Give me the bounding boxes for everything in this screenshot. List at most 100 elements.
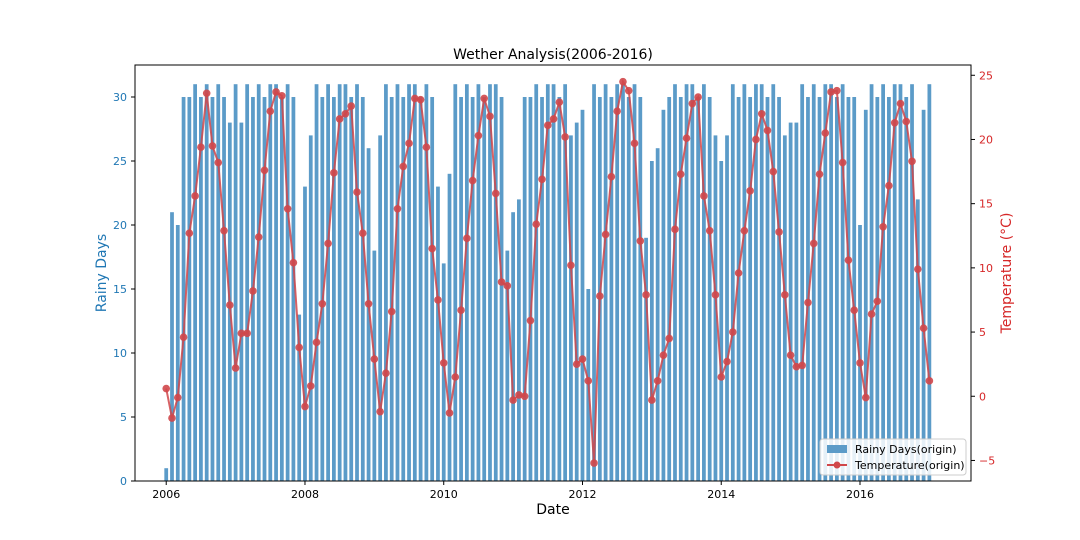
bar (245, 84, 250, 481)
bar (256, 84, 261, 481)
bar (580, 109, 585, 482)
bar (754, 84, 758, 481)
bar (199, 97, 203, 481)
bar (274, 84, 278, 481)
bar (690, 84, 695, 481)
x-tick-label: 2006 (152, 488, 180, 501)
bar (707, 97, 712, 481)
x-tick-label: 2014 (707, 488, 735, 501)
temperature-point (538, 175, 546, 184)
bar (649, 161, 654, 481)
x-tick-label: 2010 (430, 488, 458, 501)
bar (644, 237, 648, 481)
temperature-point (757, 109, 766, 118)
temperature-point (214, 158, 223, 167)
bar (626, 97, 631, 481)
y-right-tick-label: 25 (979, 69, 993, 82)
temperature-point (468, 176, 477, 185)
temperature-point (572, 360, 581, 368)
bar (476, 84, 481, 481)
temperature-point (231, 364, 240, 372)
bar (794, 122, 799, 481)
temperature-point (226, 301, 234, 309)
bar (528, 97, 533, 481)
temperature-point (532, 220, 541, 229)
bar (412, 84, 417, 481)
bar (355, 84, 359, 481)
temperature-point (486, 112, 494, 121)
temperature-point (358, 229, 367, 237)
bar (430, 97, 435, 481)
legend-marker-swatch (833, 461, 841, 469)
bar (418, 97, 423, 481)
temperature-point (393, 205, 402, 213)
bar (800, 84, 805, 481)
temperature-point (804, 298, 812, 307)
temperature-point (809, 239, 818, 248)
bar (320, 97, 325, 481)
temperature-point (457, 306, 465, 315)
temperature-point (451, 373, 460, 381)
bar (696, 97, 700, 481)
temperature-point (503, 282, 512, 290)
bar (395, 84, 400, 481)
temperature-point (590, 459, 598, 467)
bar (453, 84, 458, 481)
temperature-point (353, 188, 361, 196)
bar (332, 97, 336, 481)
temperature-point (676, 170, 685, 178)
y-left-tick-label: 20 (113, 219, 127, 232)
temperature-point (642, 291, 650, 299)
temperature-point (908, 157, 916, 166)
temperature-point (838, 158, 847, 167)
bar (482, 97, 487, 481)
temperature-point (850, 306, 859, 315)
temperature-point (746, 187, 754, 195)
bar (840, 84, 845, 481)
temperature-point (243, 329, 251, 338)
bar (730, 84, 735, 481)
bar (464, 84, 469, 481)
bar (517, 199, 521, 481)
bar (378, 135, 383, 481)
temperature-point (347, 102, 356, 110)
temperature-point (191, 192, 199, 200)
bar (759, 84, 764, 481)
bar (609, 97, 614, 481)
bar (892, 84, 897, 481)
temperature-point (168, 414, 176, 422)
temperature-point (885, 181, 893, 190)
temperature-point (405, 139, 413, 148)
bar (557, 97, 562, 481)
temperature-point (520, 392, 529, 401)
bar (204, 84, 209, 481)
bar (777, 97, 781, 481)
bar (678, 97, 683, 481)
bar (314, 84, 319, 481)
y-right-tick-label: 0 (979, 390, 986, 403)
temperature-point (873, 297, 882, 306)
temperature-point (763, 126, 772, 135)
bar (308, 135, 313, 481)
temperature-point (821, 129, 830, 137)
bar (441, 263, 446, 481)
temperature-point (665, 334, 674, 343)
bar (551, 84, 556, 481)
temperature-point (544, 121, 552, 130)
bar (904, 97, 909, 481)
bar (806, 97, 810, 481)
bar (210, 97, 215, 481)
bar (887, 97, 891, 481)
bar (834, 97, 839, 481)
temperature-point (856, 359, 864, 367)
temperature-point (781, 291, 789, 299)
y-axis-left: 0 5 10 15 20 25 30 (113, 91, 135, 488)
bar (846, 97, 851, 481)
y-left-tick-label: 10 (113, 347, 127, 360)
temperature-point (428, 244, 436, 253)
temperature-point (202, 89, 211, 98)
bar (782, 135, 787, 481)
temperature-point (278, 92, 286, 100)
temperature-point (879, 222, 887, 231)
